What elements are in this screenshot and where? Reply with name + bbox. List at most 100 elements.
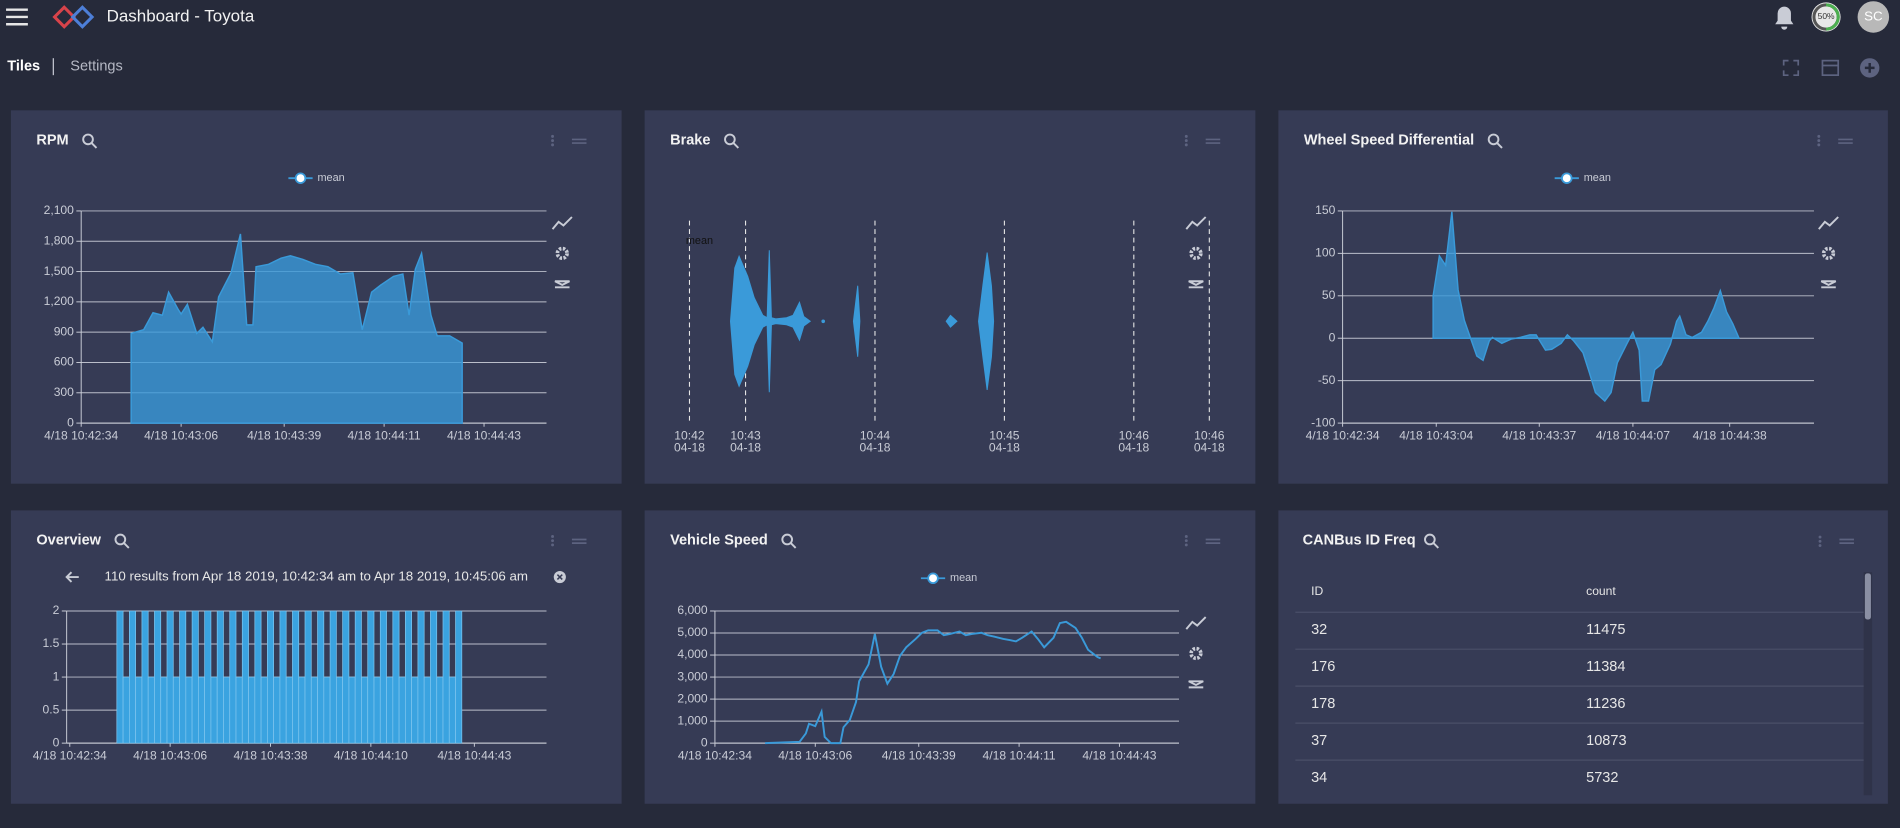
table-cell: 10873	[1586, 733, 1626, 749]
fullscreen-button[interactable]	[1782, 59, 1800, 77]
menu-button[interactable]	[6, 8, 28, 26]
back-button[interactable]	[65, 571, 79, 583]
chart-type-button[interactable]	[1185, 216, 1207, 230]
chart-type-button[interactable]	[551, 216, 573, 230]
tab-settings[interactable]: Settings	[70, 59, 123, 75]
x-tick-label: 4/18 10:43:06	[778, 749, 852, 763]
legend-marker	[294, 172, 307, 184]
export-button[interactable]	[1188, 280, 1204, 289]
logo-diamond	[70, 5, 95, 29]
search-icon[interactable]	[724, 133, 740, 149]
y-tick-label: 900	[54, 324, 74, 338]
menu-dots[interactable]	[551, 134, 555, 147]
dot	[551, 543, 555, 547]
settings-button[interactable]	[1189, 246, 1203, 261]
y-tick-label: 4,000	[677, 647, 708, 661]
y-tick-label: 3,000	[677, 669, 708, 683]
violin	[978, 252, 995, 390]
dot	[1818, 535, 1822, 539]
x-tick-date: 04-18	[1118, 441, 1149, 455]
chart-tile: Brake10:4204-1810:4304-1810:4404-1810:45…	[644, 110, 1256, 484]
histogram-bar	[348, 676, 356, 744]
menu-dots[interactable]	[1184, 134, 1188, 147]
violin	[729, 250, 812, 393]
histogram-bar	[260, 676, 268, 744]
menu-dots[interactable]	[1818, 535, 1822, 547]
menu-dots[interactable]	[551, 534, 555, 547]
chart-type-button[interactable]	[1818, 216, 1839, 230]
export-button[interactable]	[554, 280, 570, 289]
drag-handle[interactable]	[1839, 538, 1854, 544]
histogram-bar	[160, 676, 168, 744]
settings-button[interactable]	[1189, 646, 1203, 661]
histogram-bar	[298, 676, 306, 744]
export-button[interactable]	[1188, 680, 1204, 689]
search-circle	[1487, 133, 1500, 146]
y-tick-label: -100	[1311, 415, 1335, 429]
search-circle	[781, 533, 794, 546]
x-tick-label: 4/18 10:43:39	[247, 429, 321, 443]
x-tick-label: 4/18 10:44:43	[437, 749, 511, 763]
drag-handle[interactable]	[1205, 538, 1221, 544]
x-tick-label: 10:46	[1119, 429, 1150, 443]
panel-title: Vehicle Speed	[670, 533, 768, 549]
line	[765, 620, 1101, 745]
dot	[551, 134, 555, 138]
x-tick-label: 10:44	[860, 429, 891, 443]
calendar-body	[1821, 59, 1840, 77]
histogram-bar	[335, 676, 343, 744]
drag-handle[interactable]	[1205, 138, 1221, 144]
notification-bell[interactable]	[1775, 6, 1794, 30]
search-icon[interactable]	[114, 533, 130, 549]
search-handle	[790, 542, 797, 549]
histogram-bar	[386, 676, 394, 744]
export-button[interactable]	[1820, 280, 1837, 289]
histogram-bar	[223, 676, 231, 744]
calendar-button[interactable]	[1821, 59, 1840, 77]
search-icon[interactable]	[1424, 533, 1440, 549]
x-tick-label: 4/18 10:43:37	[1502, 429, 1576, 443]
avatar[interactable]	[1857, 1, 1890, 33]
tab-tiles[interactable]: Tiles	[7, 59, 40, 75]
menu-dots[interactable]	[1817, 134, 1821, 147]
dot	[551, 534, 555, 538]
histogram-bar	[179, 610, 187, 744]
dot	[1817, 134, 1821, 138]
search-icon[interactable]	[82, 133, 98, 149]
settings-button[interactable]	[1821, 246, 1836, 261]
y-tick-label: 1,500	[44, 264, 75, 278]
histogram-bar	[342, 610, 350, 744]
menu-dots[interactable]	[1184, 534, 1188, 547]
search-icon[interactable]	[781, 533, 797, 549]
histogram-bar	[241, 610, 249, 744]
dot	[1184, 543, 1188, 547]
search-icon[interactable]	[1487, 133, 1503, 149]
add-button[interactable]	[1860, 58, 1880, 78]
search-circle	[114, 533, 127, 546]
drag-handle[interactable]	[1838, 138, 1853, 144]
column-header: count	[1586, 584, 1616, 598]
chart-tile: RPM 0 300 600 900 1,200 1,500 1,800 2,100 4/18 10…	[10, 110, 622, 484]
drag-handle[interactable]	[571, 538, 587, 544]
table-cell: 37	[1311, 733, 1327, 749]
y-tick-label: 1.5	[43, 636, 60, 650]
histogram-bar	[379, 610, 387, 744]
histogram-bar	[135, 676, 143, 744]
panel-title: RPM	[36, 132, 68, 148]
histogram-bar	[436, 676, 444, 744]
drag-handle[interactable]	[571, 138, 587, 144]
histogram-bar	[398, 676, 406, 744]
histogram-bar	[147, 676, 155, 744]
histogram-bar	[430, 610, 438, 744]
histogram-bar	[129, 610, 137, 744]
table-cell: 178	[1311, 696, 1335, 712]
x-tick-label: 4/18 10:42:34	[678, 749, 752, 763]
chart-type-button[interactable]	[1185, 616, 1207, 630]
y-tick-label: 0	[67, 415, 74, 429]
x-tick-label: 4/18 10:43:06	[133, 749, 207, 763]
histogram-bar	[273, 676, 281, 744]
histogram-bar	[285, 676, 293, 744]
scrollbar-thumb[interactable]	[1864, 573, 1871, 620]
x-tick-date: 04-18	[859, 441, 890, 455]
